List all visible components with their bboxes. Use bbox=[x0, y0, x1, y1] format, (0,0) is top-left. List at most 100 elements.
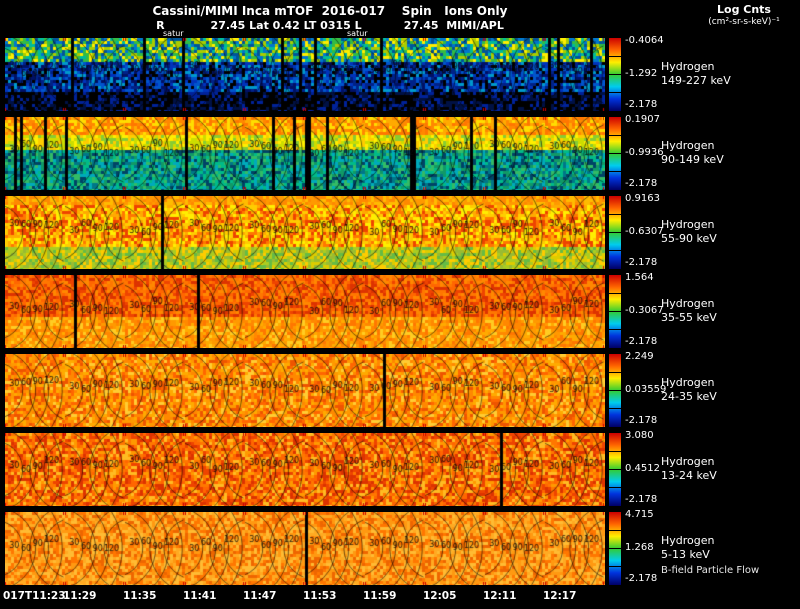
species-label: Hydrogen bbox=[661, 534, 715, 547]
colorbar-min-label: -2.178 bbox=[625, 415, 658, 426]
energy-band-label: Hydrogen 55-90 keV bbox=[661, 218, 717, 246]
colorbar-max-label: 4.715 bbox=[625, 509, 654, 520]
energy-band-label: Hydrogen 90-149 keV bbox=[661, 139, 724, 167]
colorbar-max-label: 0.1907 bbox=[625, 114, 660, 125]
spectrogram-row-35-55-keV: 1.564 -0.3067 -2.178 Hydrogen 35-55 keV bbox=[5, 272, 800, 348]
colorbar-mid-label: -0.3067 bbox=[625, 305, 664, 316]
colorbar-mid-label: -0.6307 bbox=[625, 226, 664, 237]
bfield-particle-flow-label: B-field Particle Flow bbox=[661, 565, 760, 576]
legend-units: (cm²-sr-s-keV)⁻¹ bbox=[708, 17, 780, 27]
colorbar-mid-label: 0.03559 bbox=[625, 384, 667, 395]
time-axis: 017T11:23 11:29 11:35 11:41 11:47 11:53 11:59 1… bbox=[0, 590, 800, 606]
colorbar bbox=[609, 275, 621, 348]
energy-range-label: 90-149 keV bbox=[661, 153, 724, 166]
species-label: Hydrogen bbox=[661, 60, 715, 73]
time-tick-label: 11:47 bbox=[243, 590, 277, 602]
colorbar-max-label: -0.4064 bbox=[625, 35, 664, 46]
colorbar-tick bbox=[609, 214, 621, 215]
spectrogram-row-149-227-keV: -0.4064 -1.292 -2.178 Hydrogen 149-227 keV bbox=[5, 35, 800, 111]
colorbar-tick bbox=[609, 92, 621, 93]
colorbar-tick bbox=[609, 566, 621, 567]
colorbar-mid-label: -1.292 bbox=[625, 68, 658, 79]
colorbar-tick bbox=[609, 408, 621, 409]
colorbar-tick bbox=[609, 530, 621, 531]
time-tick-label: 11:59 bbox=[363, 590, 397, 602]
time-tick-label: 11:29 bbox=[63, 590, 97, 602]
species-label: Hydrogen bbox=[661, 376, 715, 389]
colorbar-tick bbox=[609, 153, 621, 154]
colorbar-tick bbox=[609, 56, 621, 57]
colorbar-tick bbox=[609, 250, 621, 251]
spectrogram-row-13-24-keV: 3.080 0.4512 -2.178 Hydrogen 13-24 keV bbox=[5, 430, 800, 506]
saturation-flag: satur bbox=[347, 29, 368, 38]
colorbar-tick bbox=[609, 232, 621, 233]
energy-range-label: 149-227 keV bbox=[661, 74, 731, 87]
spectrogram-panels bbox=[5, 38, 605, 111]
colorbar-legend: Log Cnts (cm²-sr-s-keV)⁻¹ bbox=[690, 3, 798, 27]
energy-band-label: Hydrogen 35-55 keV bbox=[661, 297, 717, 325]
spectrogram-row-90-149-keV: 0.1907 -0.9936 -2.178 Hydrogen 90-149 keV bbox=[5, 114, 800, 190]
time-tick-label: 11:35 bbox=[123, 590, 157, 602]
colorbar-tick bbox=[609, 329, 621, 330]
colorbar bbox=[609, 433, 621, 506]
colorbar-tick bbox=[609, 311, 621, 312]
colorbar-max-label: 0.9163 bbox=[625, 193, 660, 204]
colorbar bbox=[609, 354, 621, 427]
species-label: Hydrogen bbox=[661, 218, 715, 231]
time-tick-label: 12:05 bbox=[423, 590, 457, 602]
saturation-flag: satur bbox=[163, 29, 184, 38]
time-tick-label: 017T11:23 bbox=[3, 590, 66, 602]
colorbar-tick bbox=[609, 74, 621, 75]
spectrogram-row-24-35-keV: 2.249 0.03559 -2.178 Hydrogen 24-35 keV bbox=[5, 351, 800, 427]
colorbar-min-label: -2.178 bbox=[625, 257, 658, 268]
colorbar-max-label: 1.564 bbox=[625, 272, 654, 283]
colorbar-min-label: -2.178 bbox=[625, 336, 658, 347]
energy-band-label: Hydrogen 5-13 keV bbox=[661, 534, 715, 562]
legend-title: Log Cnts bbox=[717, 3, 771, 16]
plot-title: Cassini/MIMI Inca mTOF 2016-017 Spin Ion… bbox=[152, 4, 508, 18]
colorbar-tick bbox=[609, 548, 621, 549]
spectrogram-panels bbox=[5, 117, 605, 190]
colorbar bbox=[609, 196, 621, 269]
colorbar-min-label: -2.178 bbox=[625, 99, 658, 110]
energy-range-label: 55-90 keV bbox=[661, 232, 717, 245]
colorbar-tick bbox=[609, 171, 621, 172]
colorbar-tick bbox=[609, 293, 621, 294]
ephemeris-line: R 27.45 Lat 0.42 LT 0315 L 27.45 MIMI/AP… bbox=[156, 19, 504, 32]
time-tick-label: 11:41 bbox=[183, 590, 217, 602]
colorbar bbox=[609, 117, 621, 190]
colorbar-max-label: 2.249 bbox=[625, 351, 654, 362]
energy-band-label: Hydrogen 24-35 keV bbox=[661, 376, 717, 404]
energy-range-label: 13-24 keV bbox=[661, 469, 717, 482]
energy-band-label: Hydrogen 13-24 keV bbox=[661, 455, 717, 483]
time-tick-label: 12:11 bbox=[483, 590, 517, 602]
energy-range-label: 24-35 keV bbox=[661, 390, 717, 403]
spectrogram-panels bbox=[5, 433, 605, 506]
colorbar-min-label: -2.178 bbox=[625, 178, 658, 189]
colorbar-min-label: -2.178 bbox=[625, 573, 658, 584]
energy-range-label: 5-13 keV bbox=[661, 548, 710, 561]
colorbar-tick bbox=[609, 135, 621, 136]
spectrogram-row-5-13-keV: 4.715 1.268 -2.178 Hydrogen 5-13 keV B-field … bbox=[5, 509, 800, 585]
colorbar-min-label: -2.178 bbox=[625, 494, 658, 505]
colorbar-tick bbox=[609, 451, 621, 452]
energy-band-label: Hydrogen 149-227 keV bbox=[661, 60, 731, 88]
species-label: Hydrogen bbox=[661, 139, 715, 152]
time-tick-label: 12:17 bbox=[543, 590, 577, 602]
colorbar-tick bbox=[609, 390, 621, 391]
colorbar-mid-label: -0.9936 bbox=[625, 147, 664, 158]
spectrogram-panels bbox=[5, 512, 605, 585]
colorbar-tick bbox=[609, 487, 621, 488]
spectrogram-panels bbox=[5, 354, 605, 427]
spectrogram-panels bbox=[5, 196, 605, 269]
colorbar-max-label: 3.080 bbox=[625, 430, 654, 441]
time-tick-label: 11:53 bbox=[303, 590, 337, 602]
colorbar-mid-label: 0.4512 bbox=[625, 463, 660, 474]
colorbar-tick bbox=[609, 372, 621, 373]
colorbar bbox=[609, 38, 621, 111]
spectrogram-row-55-90-keV: 0.9163 -0.6307 -2.178 Hydrogen 55-90 keV bbox=[5, 193, 800, 269]
spectrogram-panels bbox=[5, 275, 605, 348]
colorbar-tick bbox=[609, 469, 621, 470]
energy-range-label: 35-55 keV bbox=[661, 311, 717, 324]
